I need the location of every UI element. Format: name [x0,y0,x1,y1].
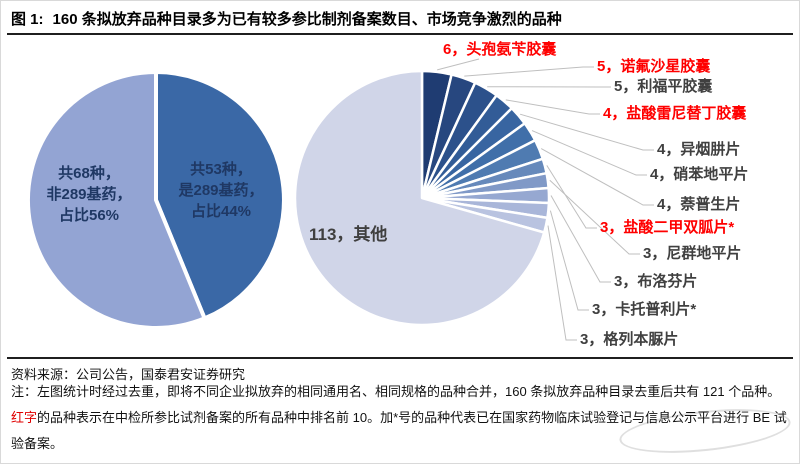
leader-line [550,195,611,283]
figure-title: 160 条拟放弃品种目录多为已有较多参比制剂备案数目、市场竞争激烈的品种 [52,11,562,28]
leader-line [437,58,480,71]
title-divider [7,33,793,35]
leader-line [546,165,597,229]
leader-line [549,179,640,255]
leader-line [531,130,647,176]
source-line: 资料来源：公司公告，国泰君安证券研究 [11,364,245,383]
note-part1: 注：左图统计时经过去重，即将不同企业拟放弃的相同通用名、相同规格的品种合并，16… [11,384,781,399]
pie-slice-label: 共68种， 非289基药， 占比56% [46,165,132,224]
note-text: 注：左图统计时经过去重，即将不同企业拟放弃的相同通用名、相同规格的品种合并，16… [11,379,793,457]
callout-label: 3，盐酸二甲双胍片* [600,219,735,236]
callout-label: 3，卡托普利片* [592,301,697,318]
callout-label: 3，格列本脲片 [580,331,679,348]
callout-label: 5，诺氟沙星胶囊 [597,58,711,75]
leader-line [519,113,654,151]
note-part2: 的品种表示在中检所参比试剂备案的所有品种中排名前 10。加*号的品种代表已在国家… [11,410,787,451]
source-text: 资料来源：公司公告，国泰君安证券研究 [11,367,246,382]
callout-label: 3，尼群地平片 [643,245,742,262]
leader-line [540,148,654,206]
callout-label: 6，头孢氨苄胶囊 [443,41,557,58]
callout-label: 5，利福平胶囊 [614,78,713,95]
leader-line [464,66,594,77]
leader-line [505,99,600,115]
other-slice-label: 113，其他 [309,225,388,244]
leader-line [547,225,577,341]
callout-label: 4，萘普生片 [657,196,741,213]
leader-line [549,210,589,311]
pie-slice [26,70,207,330]
callout-label: 4，硝苯地平片 [650,166,749,183]
callout-label: 4，盐酸雷尼替丁胶囊 [603,105,747,122]
figure-number: 图 1: [11,11,44,28]
note-red-term: 红字 [11,410,38,425]
figure-title-row: 图 1: 160 条拟放弃品种目录多为已有较多参比制剂备案数目、市场竞争激烈的品种 [11,8,562,29]
source-divider [7,357,793,359]
callout-label: 3，布洛芬片 [614,273,698,290]
pie-slice [293,69,546,327]
callout-label: 4，异烟肼片 [657,141,741,158]
pie-slice-label: 共53种， 是289基药， 占比44% [178,161,264,220]
pie-slice [154,70,286,321]
